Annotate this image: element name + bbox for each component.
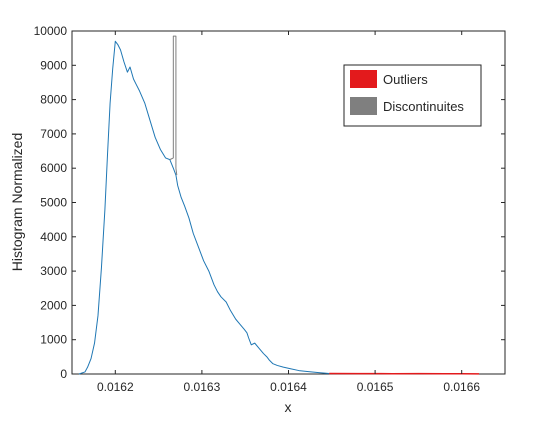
x-tick-label-2: 0.0164 [270, 380, 307, 394]
y-tick-label-10: 10000 [34, 24, 68, 38]
legend-label-discontinuites: Discontinuites [383, 99, 464, 114]
y-tick-label-7: 7000 [40, 127, 67, 141]
x-axis-label: x [285, 399, 292, 415]
x-tick-label-3: 0.0165 [357, 380, 394, 394]
y-tick-label-4: 4000 [40, 230, 67, 244]
y-tick-label-9: 9000 [40, 58, 67, 72]
x-tick-label-1: 0.0163 [184, 380, 221, 394]
legend-label-outliers: Outliers [383, 72, 428, 87]
legend: Outliers Discontinuites [344, 65, 481, 126]
y-tick-label-5: 5000 [40, 196, 67, 210]
y-axis-label: Histogram Normalized [9, 133, 25, 271]
y-tick-label-1: 1000 [40, 333, 67, 347]
y-tick-label-3: 3000 [40, 264, 67, 278]
x-tick-label-0: 0.0162 [97, 380, 134, 394]
y-tick-label-2: 2000 [40, 298, 67, 312]
y-tick-label-8: 8000 [40, 93, 67, 107]
y-tick-label-0: 0 [60, 367, 67, 381]
y-tick-label-6: 6000 [40, 161, 67, 175]
x-tick-label-4: 0.0166 [443, 380, 480, 394]
legend-swatch-discontinuites [350, 97, 377, 115]
legend-swatch-outliers [350, 70, 377, 88]
